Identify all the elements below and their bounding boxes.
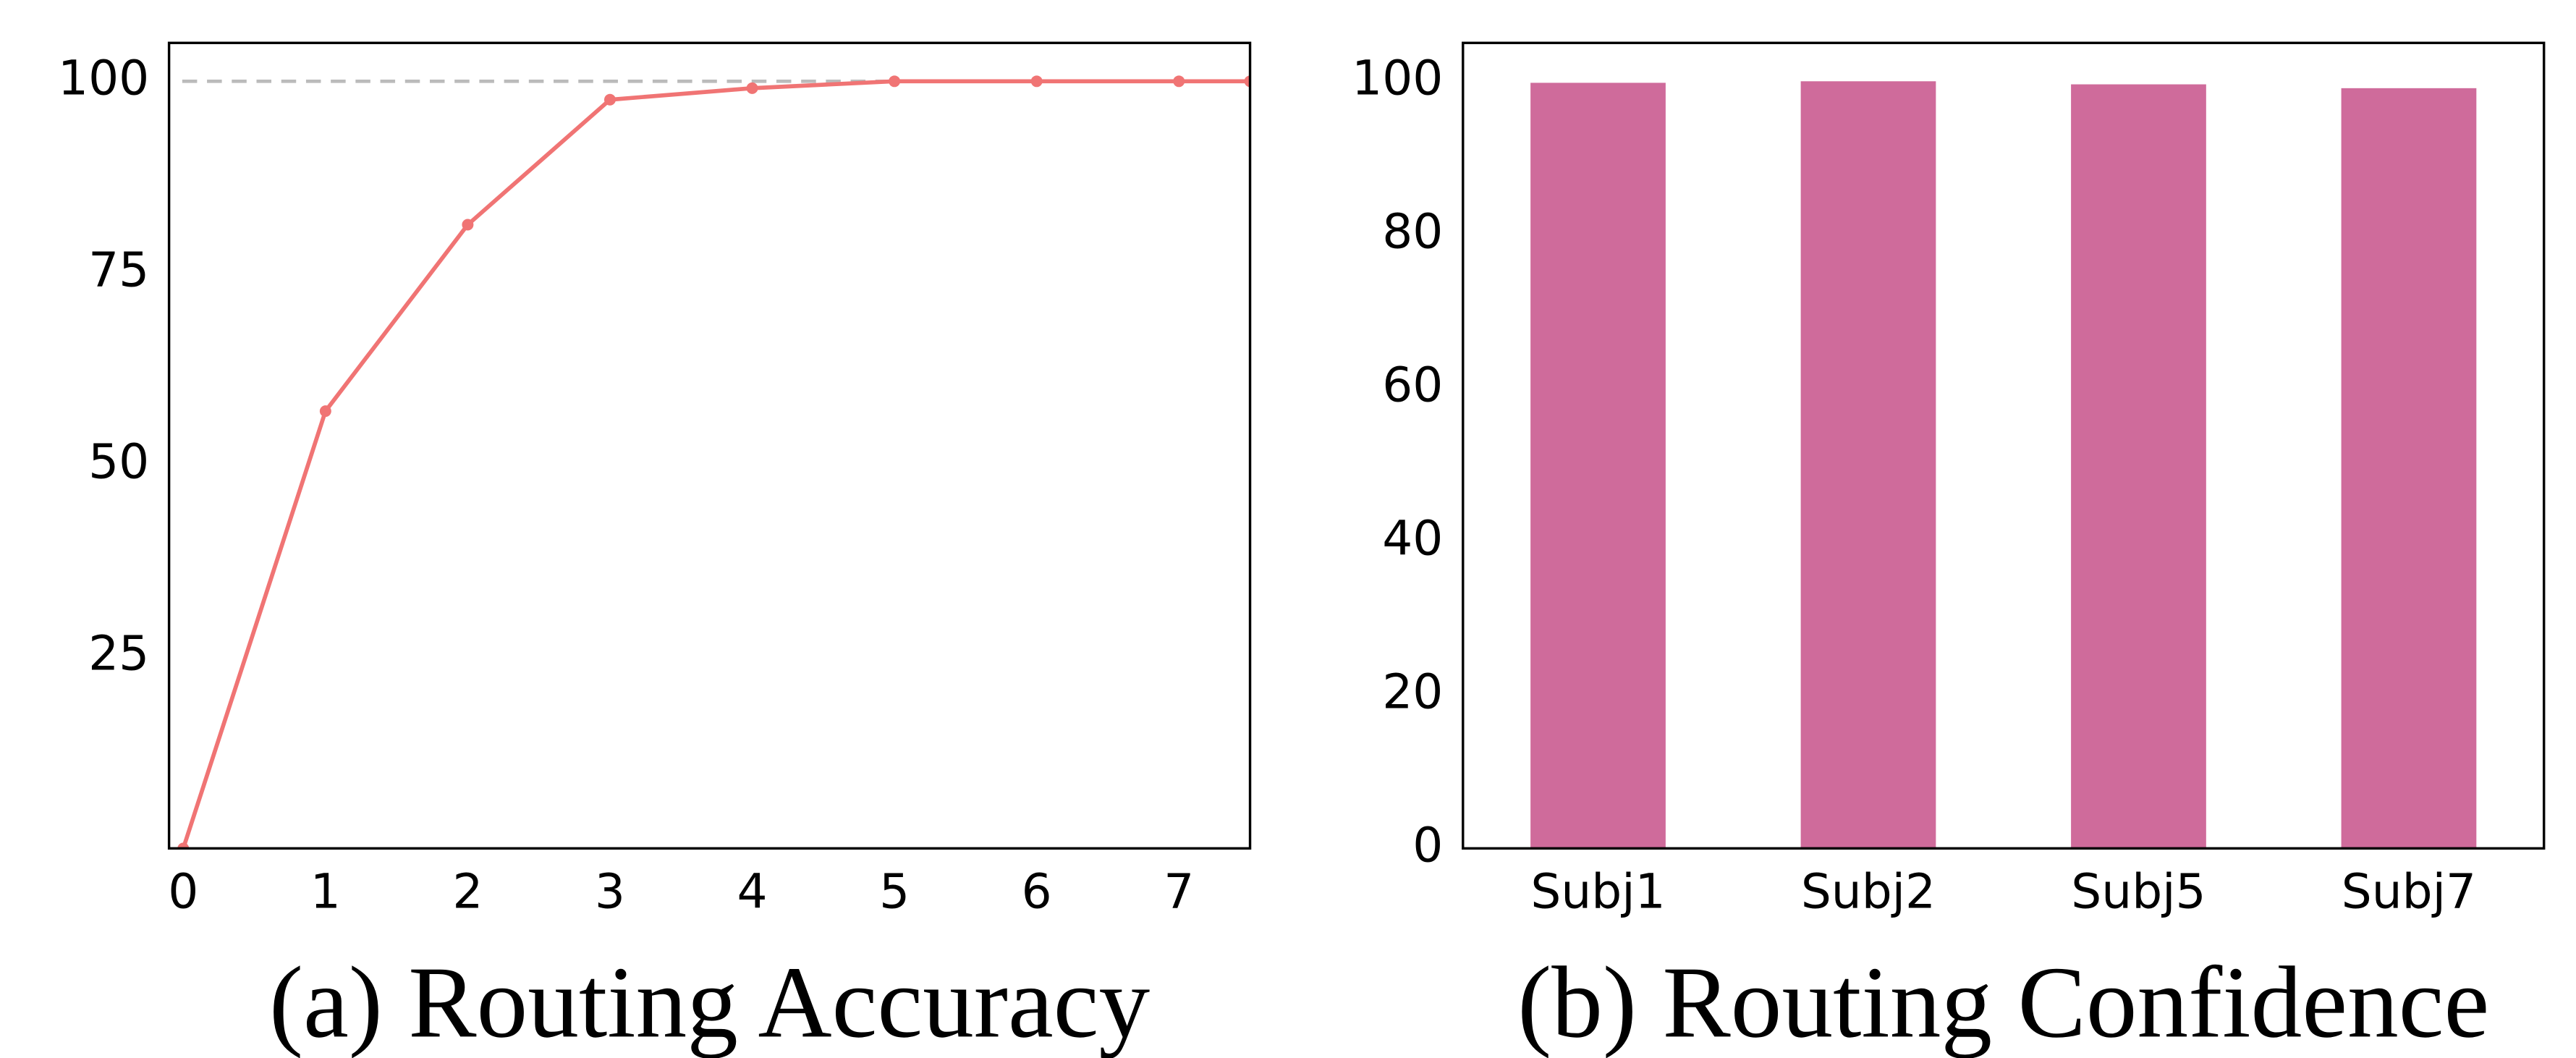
bar [1530,82,1666,849]
y-tick-label: 0 [1412,817,1443,873]
y-tick-label: 25 [88,625,149,681]
y-tick-label: 50 [88,433,149,489]
x-tick-label: Subj5 [2071,863,2206,919]
y-tick-label: 80 [1382,203,1443,259]
point [1030,75,1043,88]
axes-frame [1462,41,2546,850]
x-tick-label: Subj2 [1801,863,1936,919]
y-tick-label: 100 [1352,50,1443,106]
bar [1800,81,1936,849]
point [603,93,616,106]
caption: (a) Routing Accuracy [269,945,1151,1058]
panel: 25 50 75 100 0 1 2 3 4 5 6 7(a) Routing Accuracy [58,41,1252,1058]
point [889,75,901,88]
bar [2341,88,2477,849]
bar [2071,84,2206,849]
y-tick-label: 75 [88,242,149,297]
point [462,219,474,231]
point [177,842,190,849]
line [181,79,1250,849]
x-tick-label: 1 [310,863,341,919]
x-tick-label: 3 [595,863,625,919]
x-tick-label: 2 [452,863,483,919]
axes-frame [167,41,1252,850]
x-tick-label: 4 [737,863,768,919]
point [746,82,758,94]
y-tick-label: 100 [58,50,149,106]
point [1244,75,1250,88]
x-tick-label: Subj1 [1530,863,1665,919]
x-tick-label: 7 [1164,863,1194,919]
plot-area [177,75,1250,849]
caption: (b) Routing Confidence [1517,945,2489,1058]
y-tick-label: 40 [1382,510,1443,566]
y-tick-label: 20 [1382,664,1443,719]
x-tick-label: 0 [168,863,198,919]
y-tick-label: 60 [1382,357,1443,412]
panel: 0 20 40 60 80 100 Subj1 Subj2 Subj5 Subj7 (b) Rout… [1352,41,2546,1058]
x-tick-label: 5 [879,863,910,919]
point [1173,75,1185,88]
point [319,405,331,418]
x-tick-label: Subj7 [2342,863,2476,919]
x-tick-label: 6 [1022,863,1052,919]
